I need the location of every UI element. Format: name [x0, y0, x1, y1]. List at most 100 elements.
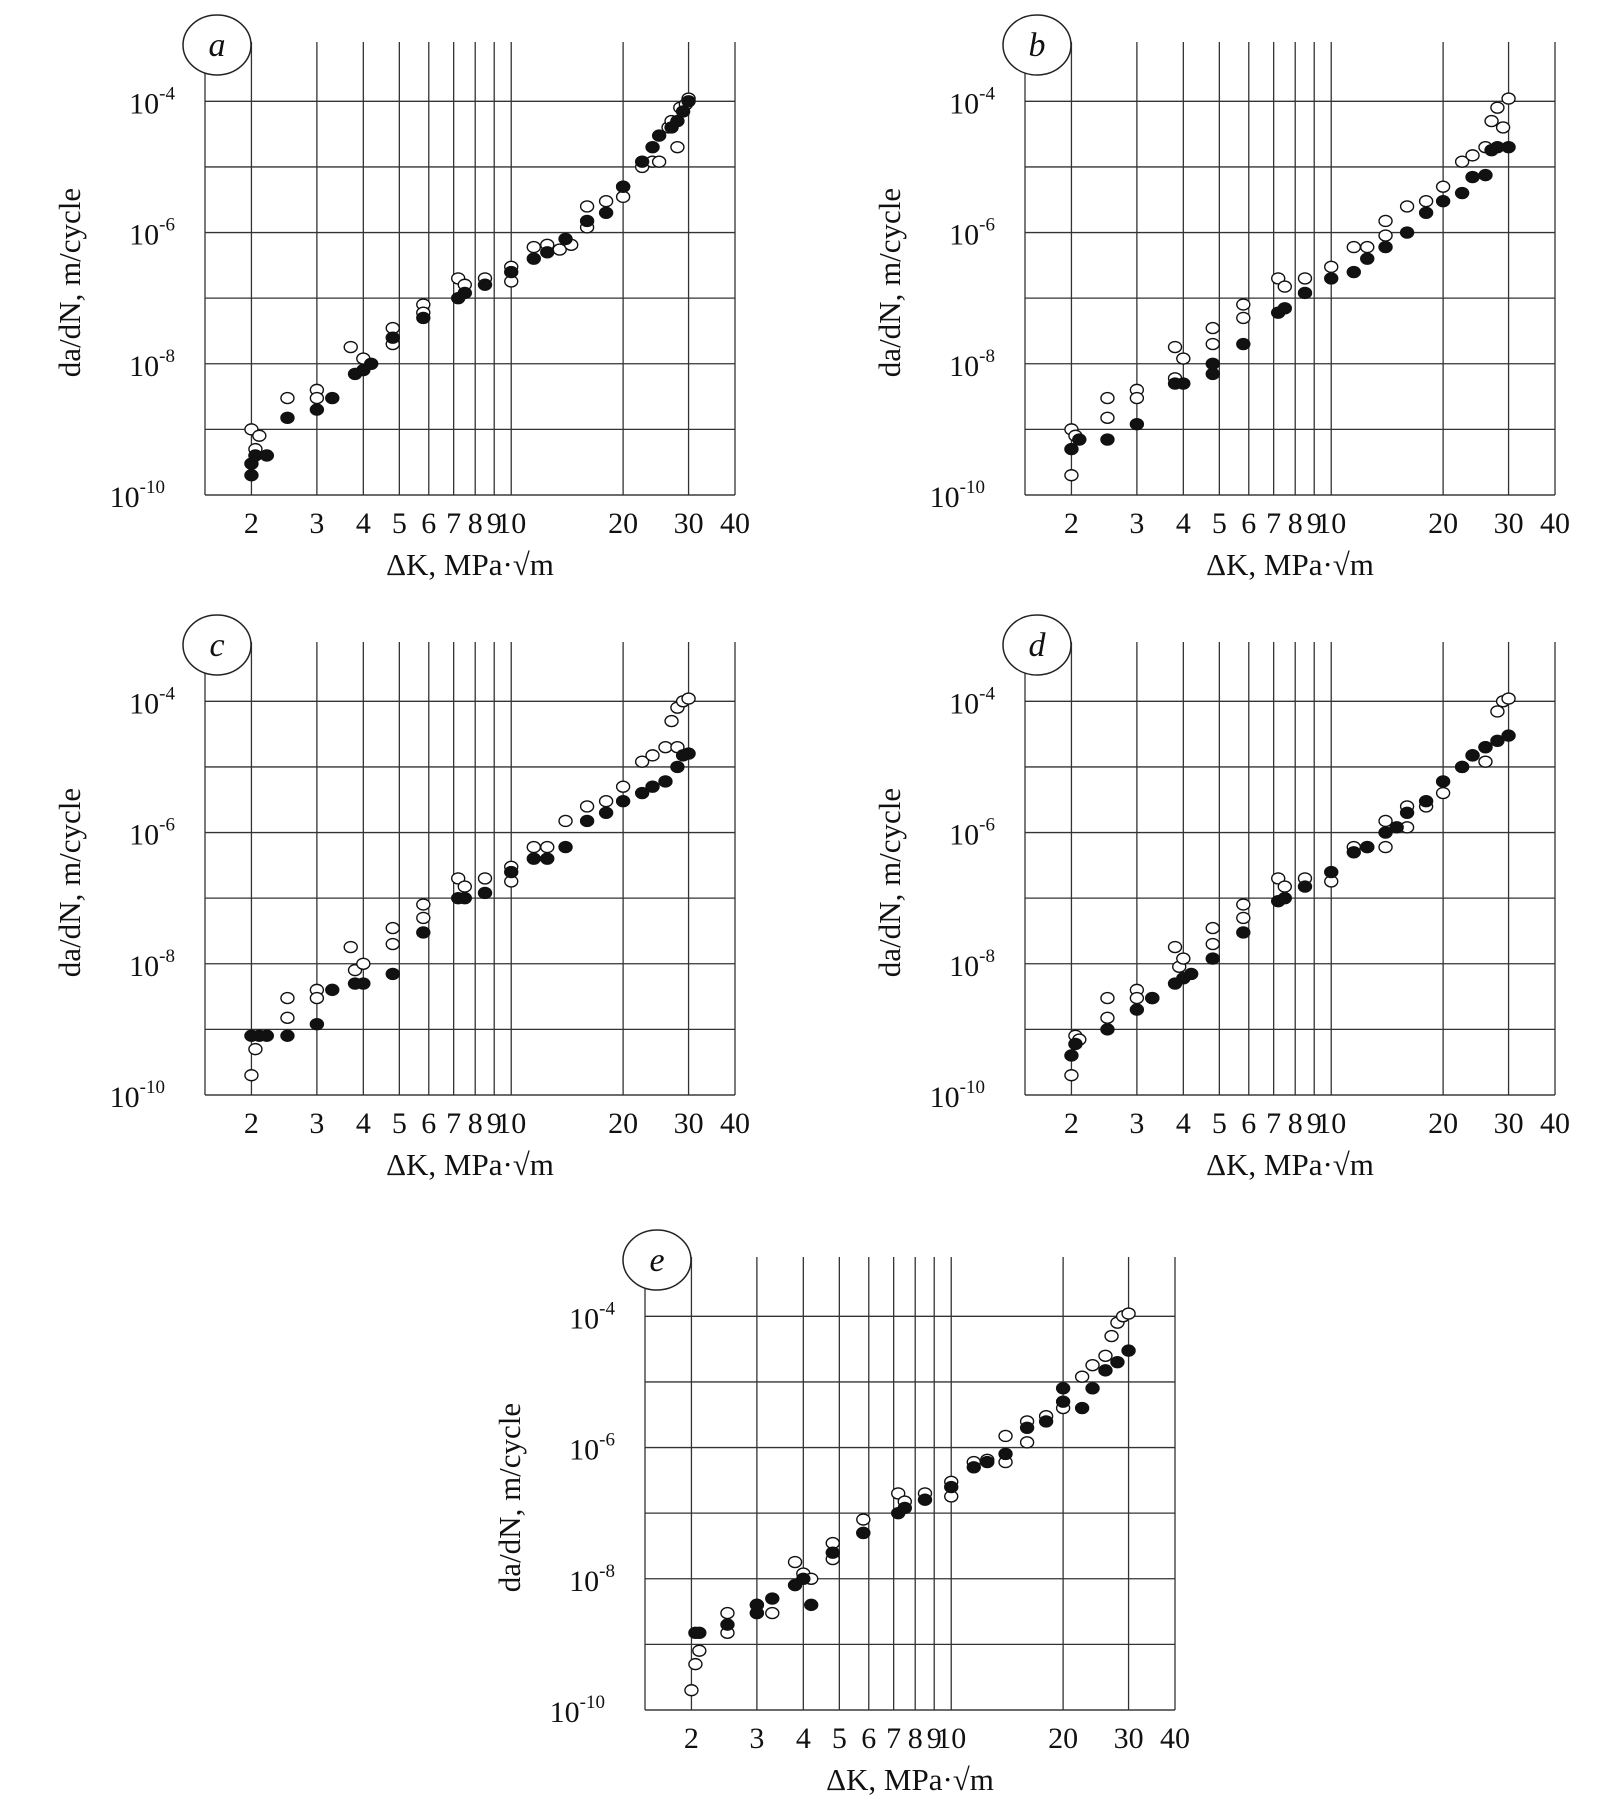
open-data-point: [1435, 786, 1451, 800]
x-tick-label: 4: [356, 507, 371, 540]
filled-data-point: [558, 840, 573, 854]
open-data-point: [998, 1429, 1013, 1443]
x-tick-label: 8: [468, 507, 483, 540]
open-data-point: [280, 991, 295, 1005]
panel-label-circle: [1002, 14, 1072, 76]
x-tick-label: 20: [1428, 507, 1458, 540]
filled-data-point: [385, 331, 400, 344]
x-tick-label: 6: [861, 1722, 876, 1755]
open-data-point: [343, 940, 358, 954]
open-data-point: [1277, 280, 1292, 293]
filled-data-point: [1418, 795, 1434, 808]
y-tick-label: 10-6: [129, 815, 175, 852]
filled-data-point: [681, 747, 696, 760]
open-data-point: [1236, 911, 1251, 925]
open-data-point: [579, 800, 595, 813]
filled-data-point: [1277, 891, 1292, 905]
open-data-point: [343, 340, 358, 354]
filled-data-point: [280, 411, 295, 425]
x-tick-label: 9: [1307, 1107, 1322, 1140]
filled-data-point: [457, 286, 472, 300]
series-filled-markers: [244, 95, 696, 482]
chart-svg-d: 2 3 4 5 6 7 8 910 20 30 40 10-10 10-8 10-6 10-4 ΔK, MPa…: [872, 614, 1570, 1182]
x-tick-label: 10: [936, 1722, 966, 1755]
filled-data-point: [1360, 840, 1375, 854]
x-tick-label: 2: [244, 507, 259, 540]
open-data-point: [787, 1555, 803, 1569]
x-tick-label: 10: [1316, 507, 1346, 540]
filled-data-point: [309, 1017, 325, 1031]
x-tick-label: 7: [1266, 507, 1281, 540]
panel-label: e: [649, 1242, 664, 1279]
open-data-point: [1205, 337, 1220, 351]
open-data-point: [1019, 1436, 1035, 1449]
filled-data-point: [540, 246, 555, 259]
open-data-point: [634, 755, 650, 768]
open-data-point: [598, 795, 614, 808]
x-tick-label: 6: [1241, 1107, 1256, 1140]
open-data-point: [526, 840, 541, 854]
open-data-point: [1490, 101, 1505, 114]
open-data-point: [1100, 1011, 1115, 1025]
open-data-point: [477, 872, 493, 885]
chart-panel-b: 2 3 4 5 6 7 8 9 10 20 30 40 10-10 10-8 10-6 10-4 ΔK, MPa…: [820, 0, 1600, 600]
series-filled-markers: [688, 1344, 1136, 1640]
open-data-point: [1378, 229, 1393, 242]
x-tick-label: 7: [886, 1722, 901, 1755]
filled-data-point: [1399, 806, 1415, 819]
filled-data-point: [1205, 952, 1220, 965]
filled-data-point: [692, 1626, 707, 1640]
y-tick-label: 10-6: [569, 1430, 615, 1467]
x-tick-label: 4: [1176, 1107, 1191, 1140]
open-data-point: [526, 240, 541, 254]
filled-data-point: [356, 977, 371, 990]
filled-data-point: [1465, 170, 1480, 184]
y-axis-label: da/dN, m/cycle: [872, 188, 907, 377]
filled-data-point: [1418, 206, 1434, 219]
filled-data-point: [504, 265, 519, 279]
x-tick-label: 3: [309, 507, 324, 540]
y-tick-label: 10-6: [949, 215, 995, 252]
filled-data-point: [1064, 442, 1079, 456]
open-data-point: [1104, 1329, 1119, 1343]
y-tick-label: 10-4: [949, 83, 995, 120]
y-tick-label: 10-8: [569, 1561, 615, 1598]
x-tick-label: 5: [392, 1107, 407, 1140]
filled-data-point: [1435, 775, 1451, 788]
x-tick-label: 7: [446, 507, 461, 540]
y-axis-label: da/dN, m/cycle: [872, 788, 907, 977]
chart-svg-b: 2 3 4 5 6 7 8 910 20 30 40 10-10 10-8 10-6 10-4 ΔK, MPa…: [872, 14, 1570, 582]
y-tick-label: 10-8: [949, 946, 995, 983]
open-data-point: [1378, 840, 1393, 854]
open-data-point: [540, 840, 555, 854]
x-tick-label: 40: [720, 507, 750, 540]
filled-data-point: [244, 469, 259, 482]
filled-data-point: [1454, 186, 1470, 200]
filled-data-point: [558, 232, 573, 246]
open-data-point: [1465, 149, 1480, 162]
open-data-point: [280, 391, 295, 405]
x-tick-label: 10: [496, 1107, 526, 1140]
open-data-point: [598, 195, 614, 208]
y-tick-label: 10-4: [949, 683, 995, 720]
filled-data-point: [720, 1618, 735, 1631]
filled-data-point: [1465, 749, 1480, 762]
x-tick-label: 20: [1048, 1722, 1078, 1755]
x-tick-label: 3: [749, 1722, 764, 1755]
filled-data-point: [259, 1029, 275, 1042]
open-data-point: [1100, 411, 1115, 425]
x-tick-label: 6: [421, 507, 436, 540]
filled-data-point: [309, 403, 325, 416]
filled-data-point: [1236, 337, 1251, 351]
chart-panel-c: 2 3 4 5 6 7 8 9 10 20 30 40 10-10 10-8 10-6 10-4 ΔK, MPa…: [0, 600, 780, 1200]
x-tick-label: 2: [684, 1722, 699, 1755]
filled-data-point: [1478, 168, 1493, 182]
y-tick-label: 10-10: [110, 1077, 165, 1114]
x-tick-label: 30: [674, 507, 704, 540]
open-data-point: [252, 429, 267, 442]
filled-data-point: [457, 891, 472, 905]
open-data-point: [1346, 240, 1361, 254]
x-tick-label: 9: [1307, 507, 1322, 540]
y-axis-label: da/dN, m/cycle: [52, 788, 87, 977]
series-filled-markers: [1064, 140, 1516, 456]
